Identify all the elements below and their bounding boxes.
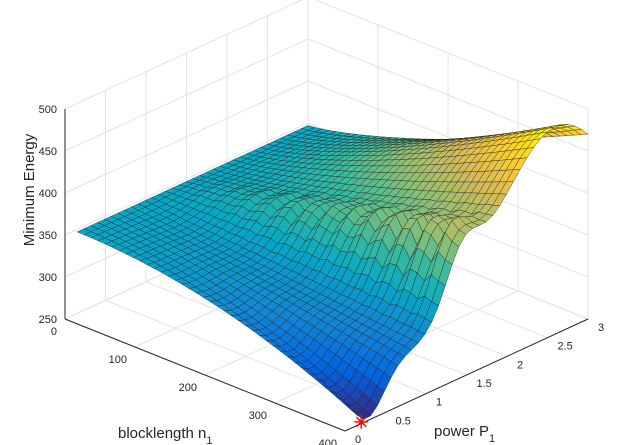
y-axis-line [344, 318, 589, 432]
y-tick-label: 3 [598, 322, 604, 334]
x-tick-label: 400 [319, 438, 337, 445]
grid-line [64, 122, 309, 236]
z-tick-label: 500 [39, 104, 57, 116]
ylabel-text: power P [434, 423, 489, 440]
tick-labels: 250 300 350 400 450 500 0 100 200 300 400 0 0.5 1 1.5 2… [39, 104, 604, 445]
z-tick-label: 300 [39, 272, 57, 284]
y-tick-label: 2 [517, 359, 523, 371]
ylabel-sub: 1 [489, 433, 495, 445]
grid-line [314, 0, 589, 110]
y-tick-label: 1 [436, 397, 442, 409]
y-tick-label: 1.5 [477, 378, 492, 390]
energy-surface [76, 124, 589, 420]
grid-line [64, 0, 303, 110]
x-tick-label: 0 [51, 326, 57, 338]
xlabel: blocklength n1 [118, 425, 213, 445]
axes-box [64, 109, 589, 432]
z-tick-label: 400 [39, 188, 57, 200]
x-axis-line [64, 318, 346, 432]
axis-labels: Minimum Energy blocklength n1 power P1 [21, 133, 495, 445]
xlabel-text: blocklength n [118, 425, 206, 442]
x-tick-label: 200 [179, 382, 197, 394]
y-tick-label: 0 [355, 434, 361, 445]
y-tick-label: 0.5 [396, 415, 411, 427]
x-tick-label: 100 [109, 354, 127, 366]
grid-line [64, 80, 309, 194]
grid-line [64, 38, 309, 152]
zlabel: Minimum Energy [21, 133, 38, 246]
ylabel: power P1 [434, 423, 495, 445]
minimum-marker [354, 414, 369, 429]
grid-line [307, 80, 589, 194]
minimum-marker-stroke [355, 416, 367, 428]
x-tick-label: 300 [249, 410, 267, 422]
z-tick-label: 250 [39, 314, 57, 326]
y-tick-label: 2.5 [558, 341, 573, 353]
z-tick-label: 350 [39, 230, 57, 242]
z-tick-label: 450 [39, 146, 57, 158]
xlabel-sub: 1 [206, 435, 212, 445]
